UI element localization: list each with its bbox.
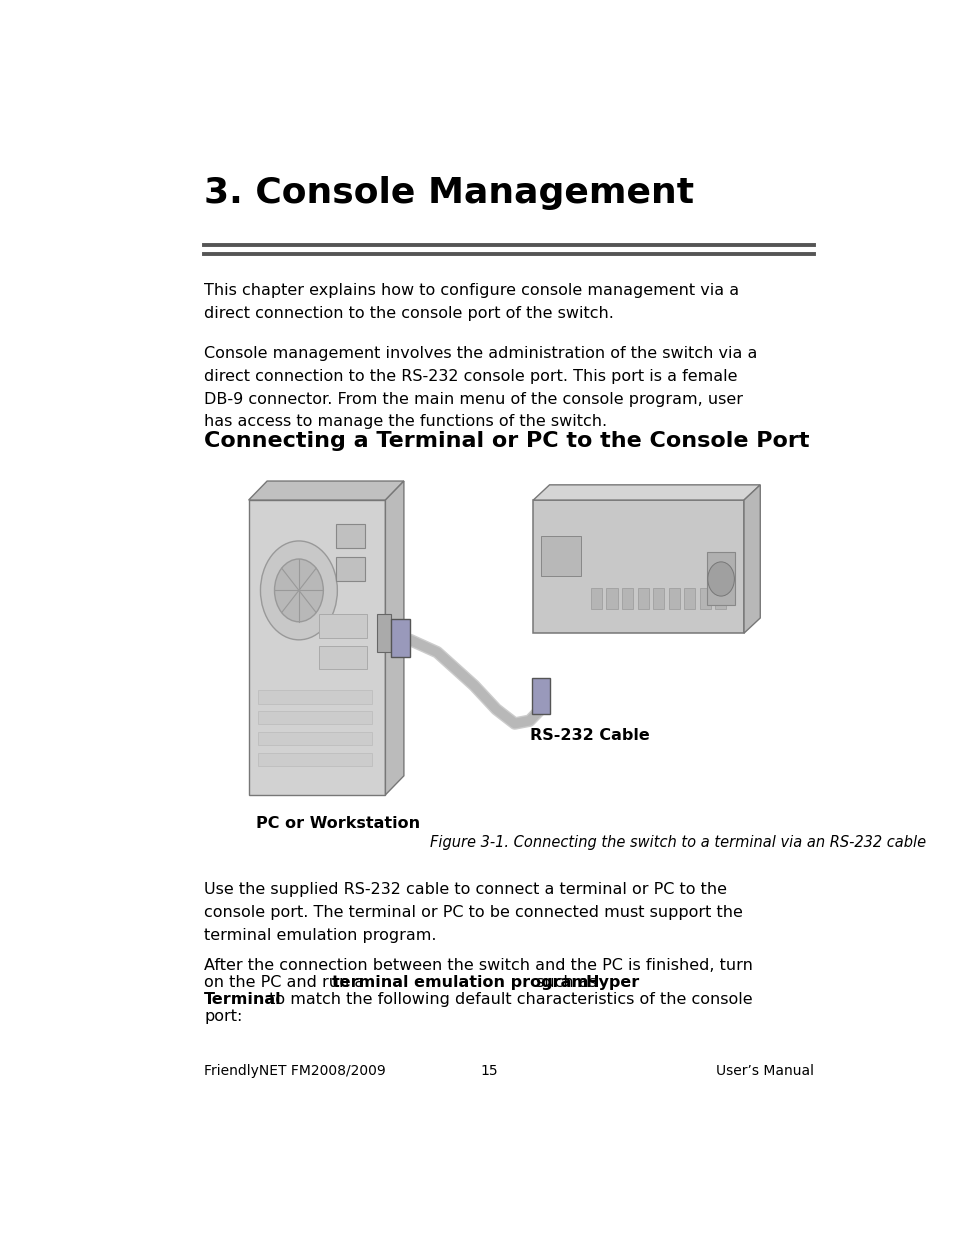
Polygon shape (743, 485, 760, 634)
Polygon shape (249, 482, 403, 500)
Text: Hyper: Hyper (585, 976, 639, 990)
FancyBboxPatch shape (257, 753, 372, 766)
FancyBboxPatch shape (706, 552, 735, 605)
Text: Figure 3-1. Connecting the switch to a terminal via an RS-232 cable: Figure 3-1. Connecting the switch to a t… (429, 835, 925, 850)
Text: User’s Manual: User’s Manual (716, 1065, 813, 1078)
FancyBboxPatch shape (621, 589, 633, 609)
Circle shape (260, 541, 337, 640)
Circle shape (707, 562, 734, 597)
FancyBboxPatch shape (699, 589, 710, 609)
Text: Use the supplied RS-232 cable to connect a terminal or PC to the
console port. T: Use the supplied RS-232 cable to connect… (204, 882, 742, 944)
Text: port:: port: (204, 1009, 242, 1024)
Circle shape (274, 559, 323, 621)
FancyBboxPatch shape (637, 589, 648, 609)
Polygon shape (385, 482, 403, 795)
FancyBboxPatch shape (257, 690, 372, 704)
FancyBboxPatch shape (606, 589, 617, 609)
Text: Console management involves the administration of the switch via a
direct connec: Console management involves the administ… (204, 346, 757, 430)
FancyBboxPatch shape (318, 614, 367, 638)
Text: After the connection between the switch and the PC is finished, turn: After the connection between the switch … (204, 958, 752, 973)
FancyBboxPatch shape (257, 732, 372, 746)
Text: RS-232 Cable: RS-232 Cable (529, 729, 649, 743)
FancyBboxPatch shape (376, 614, 391, 652)
FancyBboxPatch shape (318, 646, 367, 669)
FancyBboxPatch shape (257, 711, 372, 725)
FancyBboxPatch shape (590, 589, 601, 609)
Text: 15: 15 (479, 1065, 497, 1078)
Polygon shape (533, 485, 760, 500)
FancyBboxPatch shape (249, 500, 385, 795)
FancyBboxPatch shape (335, 524, 365, 547)
Text: FriendlyNET FM2008/2009: FriendlyNET FM2008/2009 (204, 1065, 386, 1078)
Text: terminal emulation program: terminal emulation program (332, 976, 588, 990)
FancyBboxPatch shape (540, 536, 580, 576)
FancyBboxPatch shape (533, 500, 743, 634)
Text: to match the following default characteristics of the console: to match the following default character… (264, 992, 752, 1008)
FancyBboxPatch shape (391, 619, 410, 657)
Text: 3. Console Management: 3. Console Management (204, 177, 694, 210)
FancyBboxPatch shape (715, 589, 725, 609)
FancyBboxPatch shape (683, 589, 695, 609)
Text: Connecting a Terminal or PC to the Console Port: Connecting a Terminal or PC to the Conso… (204, 431, 809, 451)
FancyBboxPatch shape (531, 678, 550, 714)
Text: Terminal: Terminal (204, 992, 281, 1008)
Text: This chapter explains how to configure console management via a
direct connectio: This chapter explains how to configure c… (204, 283, 739, 321)
FancyBboxPatch shape (653, 589, 663, 609)
Text: PC or Workstation: PC or Workstation (255, 816, 419, 831)
Text: such as: such as (530, 976, 601, 990)
Text: on the PC and run a: on the PC and run a (204, 976, 369, 990)
FancyBboxPatch shape (668, 589, 679, 609)
FancyBboxPatch shape (335, 557, 365, 580)
